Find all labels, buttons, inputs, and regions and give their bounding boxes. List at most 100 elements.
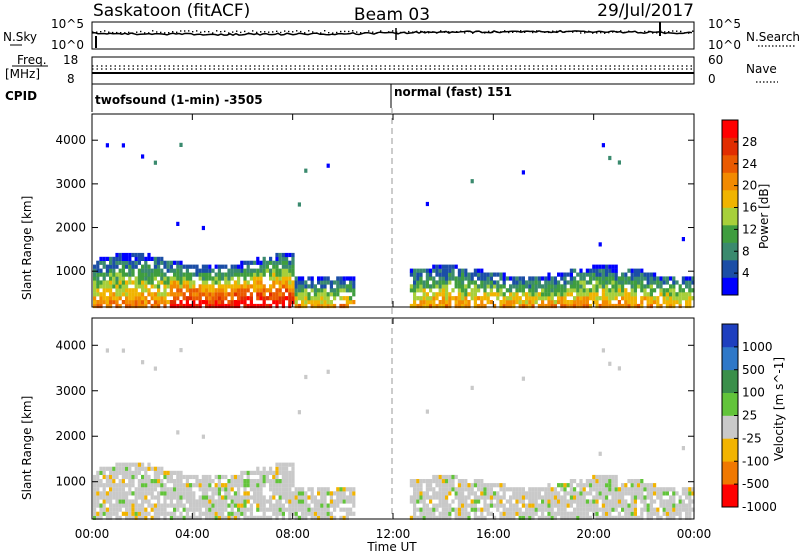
velocity-cell — [614, 515, 618, 520]
velocity-cell — [189, 483, 193, 488]
power-cell — [560, 284, 564, 289]
velocity-cell — [573, 499, 577, 504]
velocity-cell — [656, 487, 660, 492]
power-cell — [102, 292, 106, 297]
power-cell — [560, 292, 564, 297]
power-cell — [109, 264, 113, 269]
power-cell — [441, 268, 445, 273]
velocity-cell — [637, 483, 641, 488]
velocity-cell — [285, 479, 289, 484]
velocity-cell — [272, 511, 276, 516]
velocity-cell — [208, 515, 212, 520]
power-cell — [339, 280, 343, 285]
power-cell — [550, 288, 554, 293]
power-cell — [131, 272, 135, 277]
power-cell — [665, 292, 669, 297]
power-cell — [547, 276, 551, 281]
power-cell — [512, 292, 516, 297]
range-tick-label: 1000 — [55, 475, 86, 489]
power-cell — [211, 284, 215, 289]
power-cell — [582, 280, 586, 285]
power-cell — [157, 284, 161, 289]
power-cell — [480, 284, 484, 289]
power-cell — [672, 300, 676, 305]
velocity-cell — [560, 507, 564, 512]
velocity-cell — [477, 483, 481, 488]
power-cell — [419, 272, 423, 277]
noise-search-dot — [680, 30, 682, 33]
power-cell — [217, 296, 221, 301]
power-cell — [323, 288, 327, 293]
power-cell — [438, 272, 442, 277]
velocity-cell — [336, 503, 340, 508]
velocity-cell — [249, 483, 253, 488]
power-cell — [329, 288, 333, 293]
power-cell — [272, 264, 276, 269]
velocity-cell — [304, 515, 308, 520]
velocity-cell — [201, 491, 205, 496]
velocity-cell — [137, 507, 141, 512]
power-cell — [272, 272, 276, 277]
velocity-cell — [457, 499, 461, 504]
power-cell — [413, 292, 417, 297]
power-cell — [537, 296, 541, 301]
velocity-cell — [256, 503, 260, 508]
power-cell — [582, 300, 586, 305]
velocity-cell — [441, 479, 445, 484]
power-cell — [227, 268, 231, 273]
velocity-cell — [477, 515, 481, 520]
velocity-cell — [262, 511, 266, 516]
velocity-cell — [249, 507, 253, 512]
velocity-cell — [605, 507, 609, 512]
power-cell — [614, 296, 618, 301]
colorbar-tick-label: -1000 — [742, 500, 777, 514]
power-cell — [269, 276, 273, 281]
velocity-cell — [550, 495, 554, 500]
velocity-cell — [147, 503, 151, 508]
velocity-cell — [502, 491, 506, 496]
power-cell — [569, 268, 573, 273]
power-cell — [195, 303, 199, 309]
power-cell — [121, 260, 125, 265]
velocity-cell — [144, 495, 148, 500]
power-cell — [105, 300, 109, 305]
velocity-cell — [589, 479, 593, 484]
power-cell — [291, 280, 295, 285]
velocity-cell — [237, 487, 241, 492]
velocity-cell — [457, 483, 461, 488]
velocity-cell — [201, 495, 205, 500]
velocity-cell — [109, 483, 113, 488]
velocity-cell — [326, 503, 330, 508]
velocity-cell — [189, 491, 193, 496]
power-cell — [317, 280, 321, 285]
velocity-cell — [518, 511, 522, 516]
power-cell — [243, 276, 247, 281]
power-cell — [528, 303, 532, 309]
power-cell — [621, 284, 625, 289]
power-cell — [281, 300, 285, 305]
velocity-cell — [451, 499, 455, 504]
velocity-cell — [297, 495, 301, 500]
power-cell — [163, 280, 167, 285]
velocity-cell — [560, 511, 564, 516]
power-cell — [617, 303, 621, 309]
power-cell — [153, 276, 157, 281]
power-cell — [512, 284, 516, 289]
velocity-cell — [646, 495, 650, 500]
power-cell — [323, 276, 327, 281]
velocity-cell — [429, 507, 433, 512]
power-cell — [275, 256, 279, 261]
power-cell — [137, 300, 141, 305]
power-cell — [128, 292, 132, 297]
power-cell — [105, 264, 109, 269]
velocity-cell — [653, 511, 657, 516]
velocity-cell — [291, 495, 295, 500]
velocity-cell — [288, 487, 292, 492]
power-cell — [201, 292, 205, 297]
power-cell — [624, 292, 628, 297]
power-cell — [419, 276, 423, 281]
velocity-cell — [473, 495, 477, 500]
noise-search-dot — [268, 31, 270, 33]
power-cell — [617, 160, 621, 165]
velocity-cell — [329, 495, 333, 500]
